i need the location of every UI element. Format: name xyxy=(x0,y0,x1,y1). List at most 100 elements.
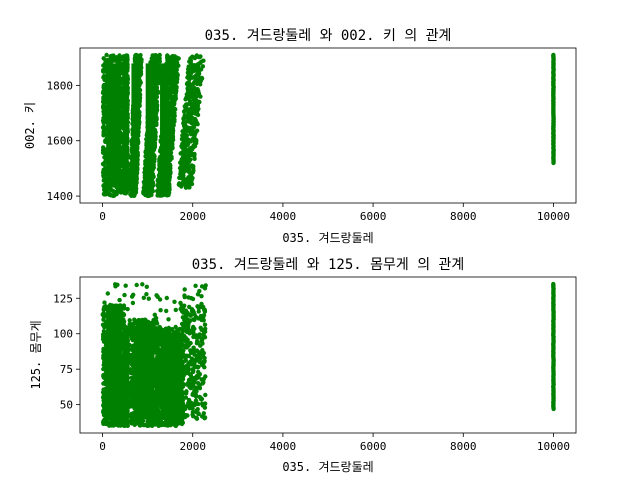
data-point xyxy=(192,85,197,91)
data-point xyxy=(101,148,107,153)
data-point xyxy=(189,147,195,152)
data-point xyxy=(141,185,146,190)
data-point xyxy=(194,53,199,58)
data-point xyxy=(123,59,128,64)
data-point xyxy=(184,180,190,185)
data-point xyxy=(188,101,193,107)
data-point xyxy=(177,182,183,188)
data-point xyxy=(173,63,179,69)
data-point xyxy=(115,303,120,308)
data-point-cluster xyxy=(131,63,136,188)
data-point xyxy=(123,159,129,164)
data-point xyxy=(166,192,171,197)
data-point xyxy=(182,144,188,150)
x-tick-label: 0 xyxy=(99,210,106,223)
data-point xyxy=(201,58,206,63)
data-point xyxy=(193,118,198,123)
scatter-points xyxy=(100,281,556,429)
data-point xyxy=(122,305,127,311)
data-point xyxy=(111,188,116,194)
data-point xyxy=(132,317,137,322)
data-point xyxy=(123,398,128,404)
data-point xyxy=(100,125,106,130)
data-point xyxy=(101,74,107,79)
data-point xyxy=(175,72,180,78)
data-point xyxy=(155,65,160,71)
data-point xyxy=(193,73,198,79)
data-point xyxy=(152,95,158,101)
data-point xyxy=(187,65,192,70)
data-point xyxy=(180,170,186,175)
data-point xyxy=(157,56,162,61)
data-point xyxy=(128,367,133,372)
data-point xyxy=(123,86,129,92)
data-point xyxy=(102,155,107,160)
data-point xyxy=(124,330,129,335)
data-point xyxy=(152,143,158,149)
data-point xyxy=(192,134,197,139)
data-point xyxy=(186,80,191,85)
data-point xyxy=(187,110,192,116)
data-point xyxy=(102,399,108,404)
data-point xyxy=(123,140,128,145)
data-point xyxy=(181,116,186,121)
data-point-cluster xyxy=(160,63,168,188)
data-point xyxy=(153,60,158,66)
data-point xyxy=(150,189,155,194)
data-point xyxy=(170,54,176,59)
data-point xyxy=(192,107,197,113)
data-point xyxy=(196,81,201,86)
data-point xyxy=(191,168,196,173)
data-point xyxy=(189,177,194,183)
data-point xyxy=(179,158,184,163)
data-point xyxy=(182,149,187,155)
data-point xyxy=(124,122,129,127)
data-point xyxy=(122,76,127,81)
data-point xyxy=(168,149,173,155)
data-point xyxy=(124,54,130,60)
data-point xyxy=(101,387,106,392)
data-point xyxy=(166,177,172,182)
data-point xyxy=(135,105,141,110)
data-point xyxy=(108,54,113,59)
x-tick-label: 4000 xyxy=(270,210,297,223)
data-point xyxy=(124,148,129,154)
data-point xyxy=(123,65,128,70)
data-point xyxy=(169,74,174,80)
data-point xyxy=(199,75,204,81)
data-point xyxy=(191,66,196,71)
data-point xyxy=(194,128,200,133)
data-point xyxy=(101,356,107,361)
data-point-cluster xyxy=(106,63,122,188)
data-point xyxy=(192,62,197,68)
data-point xyxy=(124,171,129,176)
data-point xyxy=(181,176,187,181)
data-point xyxy=(102,117,108,123)
data-point xyxy=(124,118,129,123)
data-point xyxy=(151,92,157,97)
data-point xyxy=(173,79,178,84)
data-point xyxy=(136,79,142,84)
data-point xyxy=(189,150,194,156)
data-point xyxy=(190,121,196,126)
data-point xyxy=(171,97,176,102)
data-point xyxy=(180,141,185,146)
data-point xyxy=(122,100,127,106)
data-point xyxy=(169,122,174,128)
data-point xyxy=(116,56,122,61)
data-point xyxy=(193,77,198,82)
data-point xyxy=(125,74,130,79)
data-point xyxy=(168,170,173,175)
y-tick-label: 1800 xyxy=(47,79,74,92)
data-point xyxy=(124,376,129,381)
data-point xyxy=(104,191,109,197)
data-point xyxy=(125,178,130,183)
data-point xyxy=(180,166,186,172)
scatter-points xyxy=(100,52,556,199)
x-tick-label: 2000 xyxy=(179,210,206,223)
y-axis-label: 002. 키 xyxy=(23,102,37,149)
data-point xyxy=(137,92,143,97)
data-point xyxy=(151,86,157,91)
data-point xyxy=(105,305,110,311)
